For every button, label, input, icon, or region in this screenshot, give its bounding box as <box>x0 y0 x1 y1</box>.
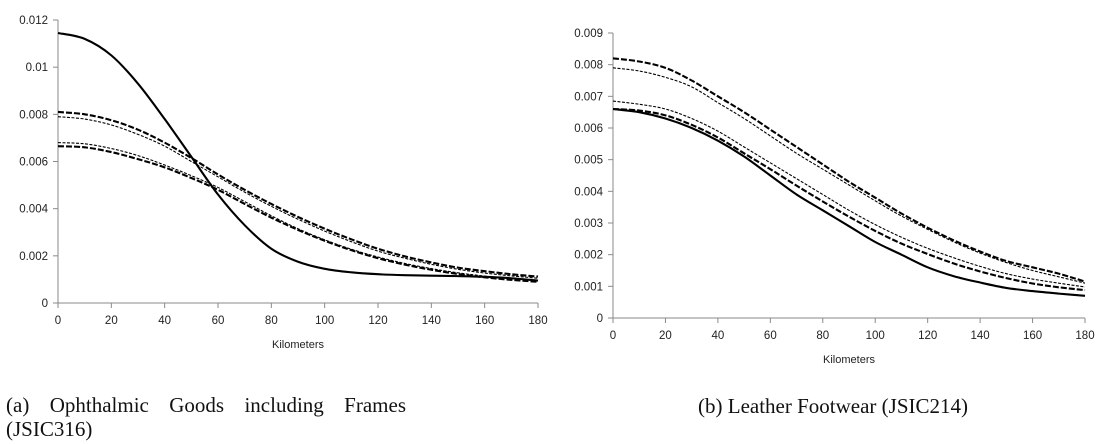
chart-a-x-tick-label: 40 <box>158 315 171 327</box>
chart-b-x-tick-label: 180 <box>1075 330 1094 342</box>
caption-a: (a) Ophthalmic Goods including Frames (J… <box>6 393 406 441</box>
chart-b-x-tick-label: 140 <box>971 330 990 342</box>
chart-b-x-tick-label: 40 <box>711 330 724 342</box>
chart-a-svg: 0 0.002 0.004 0.006 0.008 0.01 0.012 0 20 40 60 80 1… <box>19 15 547 351</box>
chart-a-x-tick-label: 140 <box>422 315 441 327</box>
chart-a-series-line-3 <box>57 116 539 279</box>
chart-a-series-line-2 <box>57 110 539 278</box>
chart-a-x-tick-label: 160 <box>475 315 494 327</box>
chart-a-series-line-1 <box>57 31 539 282</box>
chart-panel-a: 0 0.002 0.004 0.006 0.008 0.01 0.012 0 20 40 60 80 1… <box>6 15 548 441</box>
chart-b-x-tick-label: 0 <box>610 330 616 342</box>
chart-a-y-tick-label: 0.012 <box>19 15 48 27</box>
chart-b-series-line-2 <box>612 67 1086 284</box>
chart-b-y-tick-label: 0.001 <box>574 281 603 293</box>
chart-b-y-tick-label: 0.008 <box>574 60 603 72</box>
chart-b-series-line-4 <box>612 107 1086 292</box>
chart-b-series-line-5 <box>612 107 1086 297</box>
chart-b-y-tick-label: 0.002 <box>574 250 603 262</box>
chart-b-x-tick-label: 120 <box>918 330 937 342</box>
chart-a-y-tick-label: 0.004 <box>19 204 48 216</box>
chart-a-series-line-5 <box>57 145 539 283</box>
chart-a-series-line-4 <box>57 142 539 282</box>
chart-b-svg: 0 0.001 0.002 0.003 0.004 0.005 0.006 0.007 0.00… <box>574 28 1094 366</box>
chart-a-y-tick-label: 0.008 <box>19 109 48 121</box>
chart-a-x-tick-label: 180 <box>528 315 547 327</box>
chart-a-y-tick-label: 0 <box>42 298 48 310</box>
chart-b-x-tick-label: 100 <box>866 330 885 342</box>
chart-b-series-line-3 <box>612 100 1086 288</box>
chart-b-y-tick-label: 0.003 <box>574 218 603 230</box>
chart-b-x-tick-label: 80 <box>816 330 829 342</box>
chart-b-x-tick-label: 20 <box>659 330 672 342</box>
chart-a-x-tick-label: 0 <box>55 315 61 327</box>
chart-b-series-line-1 <box>612 57 1086 283</box>
chart-a-x-tick-label: 20 <box>105 315 118 327</box>
chart-b-y-tick-label: 0.009 <box>574 28 603 40</box>
chart-a-x-tick-label: 100 <box>315 315 334 327</box>
chart-a-x-tick-label: 120 <box>368 315 387 327</box>
caption-b: (b) Leather Footwear (JSIC214) <box>698 394 969 418</box>
chart-a-y-tick-label: 0.002 <box>19 251 48 263</box>
chart-b-x-tick-label: 160 <box>1023 330 1042 342</box>
chart-b-x-axis-title: Kilometers <box>823 354 875 366</box>
chart-panel-b: 0 0.001 0.002 0.003 0.004 0.005 0.006 0.007 0.00… <box>556 0 1112 444</box>
chart-b-y-tick-label: 0 <box>597 313 603 325</box>
chart-b-x-tick-label: 60 <box>764 330 777 342</box>
chart-b-y-tick-label: 0.004 <box>574 186 603 198</box>
chart-a-y-tick-label: 0.006 <box>19 157 48 169</box>
chart-b-y-tick-label: 0.006 <box>574 123 603 135</box>
chart-a-x-tick-label: 60 <box>212 315 225 327</box>
chart-a-x-tick-label: 80 <box>265 315 278 327</box>
chart-b-y-tick-label: 0.005 <box>574 155 603 167</box>
chart-b-y-tick-label: 0.007 <box>574 91 603 103</box>
chart-a-x-axis-title: Kilometers <box>272 339 324 351</box>
chart-a-y-tick-label: 0.01 <box>26 62 48 74</box>
